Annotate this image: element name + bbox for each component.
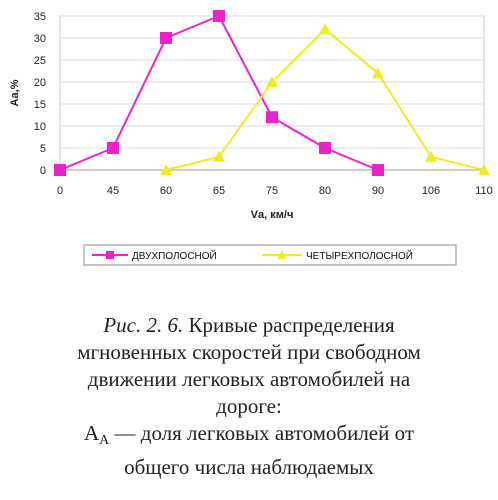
y-tick-label: 25 xyxy=(34,55,46,67)
series-markers xyxy=(54,10,490,176)
data-point xyxy=(372,164,384,176)
y-tick-label: 5 xyxy=(40,143,46,155)
figure-label: Рис. 2. 6. xyxy=(103,313,184,337)
data-point xyxy=(319,142,331,154)
x-tick-label: 75 xyxy=(266,185,278,197)
caption-symbol-subscript: А xyxy=(99,433,110,448)
caption-line-1-text: Кривые распределения xyxy=(183,313,395,337)
caption-line-4: дороге: xyxy=(216,394,282,418)
data-point xyxy=(213,150,225,162)
legend-label-series-1: ДВУХПОЛОСНОЙ xyxy=(132,249,217,262)
caption-line-5-text: — доля легковых автомобилей от xyxy=(109,421,415,445)
y-axis-title: Аа,% xyxy=(9,79,21,106)
legend-marker-series-1 xyxy=(106,251,114,259)
data-point xyxy=(266,76,278,87)
x-tick-label: 65 xyxy=(213,185,225,197)
x-tick-label: 106 xyxy=(422,185,440,197)
data-point xyxy=(107,142,119,154)
data-point xyxy=(478,164,490,175)
x-tick-label: 90 xyxy=(372,185,384,197)
caption-line-3: движении легковых автомобилей на xyxy=(87,367,411,391)
x-tick-label: 0 xyxy=(57,185,63,197)
caption-line-6: общего числа наблюдаемых xyxy=(124,455,374,479)
x-tick-label: 80 xyxy=(319,185,331,197)
figure-caption: Рис. 2. 6. Кривые распределения мгновенн… xyxy=(0,312,498,481)
x-tick-label: 110 xyxy=(475,185,493,197)
legend-marker-series-2 xyxy=(277,250,287,259)
caption-line-2: мгновенных скоростей при свободном xyxy=(77,340,421,364)
data-point xyxy=(319,23,331,35)
data-point xyxy=(372,67,384,79)
legend: ДВУХПОЛОСНОЙ ЧЕТЫРЕХПОЛОСНОЙ xyxy=(83,244,457,266)
grid-lines xyxy=(60,15,484,171)
x-tick-label: 45 xyxy=(107,185,119,197)
data-point xyxy=(160,164,172,175)
y-tick-label: 30 xyxy=(34,33,46,45)
y-tick-label: 15 xyxy=(34,99,46,111)
y-tick-labels: 35 30 25 20 15 10 5 0 xyxy=(34,11,46,177)
data-point xyxy=(160,32,172,44)
data-point xyxy=(213,10,225,22)
plot-area xyxy=(59,15,485,171)
legend-label-series-2: ЧЕТЫРЕХПОЛОСНОЙ xyxy=(306,249,413,262)
x-tick-labels: 0 45 60 65 75 80 90 106 110 xyxy=(57,185,493,197)
data-point xyxy=(266,111,278,124)
caption-line-1: Рис. 2. 6. Кривые распределения xyxy=(0,312,498,339)
x-axis-title: Vа, км/ч xyxy=(251,209,294,221)
x-tick-label: 60 xyxy=(160,185,172,197)
data-point xyxy=(425,150,437,162)
caption-symbol: А xyxy=(83,421,100,445)
y-tick-label: 10 xyxy=(34,121,46,133)
y-tick-label: 20 xyxy=(34,77,46,89)
y-tick-label: 0 xyxy=(40,165,46,177)
y-tick-label: 35 xyxy=(34,11,46,23)
caption-line-5: АА — доля легковых автомобилей от xyxy=(0,420,498,454)
data-point xyxy=(54,164,66,176)
